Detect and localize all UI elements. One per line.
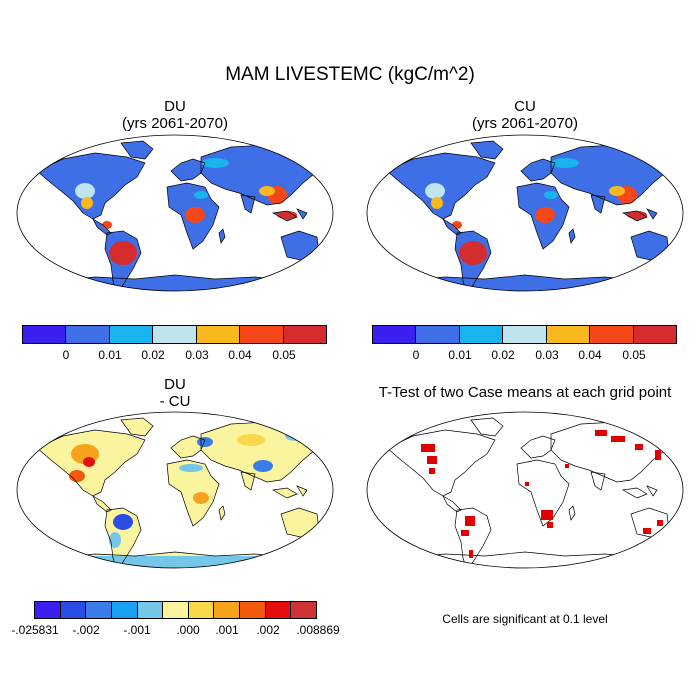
colorbar-du-label: 0.01 [98, 348, 122, 362]
panel-du-years: (yrs 2061-2070) [122, 115, 228, 132]
colorbar-diff-label: -.002 [72, 623, 100, 637]
colorbar-du-swatch [109, 326, 154, 343]
colorbar-difference [34, 601, 317, 619]
colorbar-du [22, 325, 327, 344]
panel-cu-title: CU (yrs 2061-2070) [375, 98, 675, 132]
colorbar-cu-label: 0.05 [622, 348, 646, 362]
colorbar-diff-swatch [240, 602, 266, 618]
colorbar-diff-label: -.025831 [11, 623, 59, 637]
panel-du-name: DU [164, 98, 186, 115]
colorbar-du-label: 0.04 [228, 348, 252, 362]
colorbar-diff-swatch [86, 602, 112, 618]
colorbar-du-swatch [240, 326, 284, 343]
map-du [16, 134, 334, 292]
colorbar-cu-swatch [590, 326, 634, 343]
colorbar-du-label: 0.05 [272, 348, 296, 362]
colorbar-diff-swatch [291, 602, 317, 618]
colorbar-du-swatch [66, 326, 110, 343]
colorbar-diff-swatch [188, 602, 215, 618]
colorbar-cu-swatch [633, 326, 676, 343]
colorbar-cu-label: 0.04 [578, 348, 602, 362]
colorbar-cu-swatch [459, 326, 504, 343]
colorbar-diff-label: .000 [176, 623, 200, 637]
map-cu [366, 134, 684, 292]
colorbar-cu [372, 325, 677, 344]
colorbar-diff-swatch [35, 602, 61, 618]
colorbar-du-swatch [23, 326, 67, 343]
colorbar-diff-label: .008869 [296, 623, 340, 637]
colorbar-diff-label: .001 [215, 623, 239, 637]
colorbar-cu-swatch [503, 326, 547, 343]
map-difference [16, 411, 334, 569]
colorbar-diff-swatch [111, 602, 138, 618]
colorbar-du-swatch [283, 326, 326, 343]
colorbar-du-label: 0 [62, 348, 70, 362]
colorbar-cu-swatch [546, 326, 591, 343]
colorbar-diff-swatch [214, 602, 241, 618]
panel-diff-name: DU [164, 376, 186, 393]
map-ttest [366, 411, 684, 569]
colorbar-cu-label: 0.01 [448, 348, 472, 362]
colorbar-du-label: 0.02 [141, 348, 165, 362]
colorbar-diff-label: -.001 [123, 623, 151, 637]
colorbar-cu-label: 0.03 [535, 348, 559, 362]
panel-cu-name: CU [514, 98, 536, 115]
colorbar-du-swatch [153, 326, 197, 343]
colorbar-du-swatch [196, 326, 241, 343]
panel-diff-subtitle: - CU [159, 393, 191, 410]
colorbar-diff-swatch [265, 602, 292, 618]
colorbar-diff-swatch [137, 602, 164, 618]
colorbar-du-label: 0.03 [185, 348, 209, 362]
panel-ttest-title: T-Test of two Case means at each grid po… [378, 384, 672, 401]
panel-cu-years: (yrs 2061-2070) [472, 115, 578, 132]
colorbar-cu-label: 0 [412, 348, 420, 362]
colorbar-diff-swatch [163, 602, 189, 618]
panel-diff-title: DU - CU [25, 376, 325, 410]
colorbar-diff-swatch [60, 602, 87, 618]
figure-title: MAM LIVESTEMC (kgC/m^2) [225, 64, 475, 85]
colorbar-diff-label: .002 [256, 623, 280, 637]
colorbar-cu-label: 0.02 [491, 348, 515, 362]
significance-note: Cells are significant at 0.1 level [442, 612, 608, 626]
panel-du-title: DU (yrs 2061-2070) [25, 98, 325, 132]
colorbar-cu-swatch [373, 326, 417, 343]
colorbar-cu-swatch [416, 326, 460, 343]
